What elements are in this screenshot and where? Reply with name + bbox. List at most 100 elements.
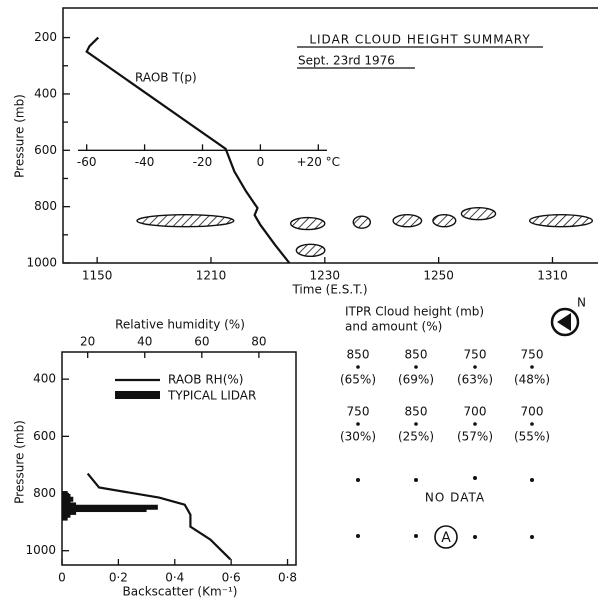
x-axis-label: Time (E.S.T.)	[291, 283, 367, 297]
series-label: RAOB T(p)	[135, 71, 197, 85]
lidar-bar	[62, 493, 71, 499]
legend-label: RAOB RH(%)	[168, 373, 243, 387]
y-tick-label: 800	[33, 486, 56, 500]
cloud	[432, 214, 457, 228]
station-dot	[530, 478, 534, 482]
t-tick-label: -20	[193, 155, 213, 169]
y-tick-label: 600	[34, 143, 57, 157]
y-tick-label: 600	[33, 429, 56, 443]
cloud	[295, 243, 326, 258]
x2-tick-label: 80	[251, 335, 266, 349]
itpr-dot	[414, 365, 418, 369]
y-axis-label: Pressure (mb)	[13, 420, 27, 504]
itpr-amount: (55%)	[514, 430, 550, 444]
station-dot	[356, 534, 360, 538]
itpr-dot	[473, 365, 477, 369]
itpr-height: 750	[464, 348, 487, 362]
x2-tick-label: 40	[137, 335, 152, 349]
legend-label: TYPICAL LIDAR	[167, 389, 256, 403]
itpr-amount: (48%)	[514, 373, 550, 387]
itpr-dot	[356, 422, 360, 426]
axis-frame	[61, 351, 297, 566]
x-tick-label: 1310	[537, 269, 568, 283]
t-tick-label: -40	[135, 155, 155, 169]
itpr-height: 850	[405, 348, 428, 362]
x-tick-label: 0·4	[165, 571, 184, 585]
itpr-height: 700	[464, 405, 487, 419]
itpr-dot	[473, 422, 477, 426]
y-tick-label: 1000	[25, 543, 56, 557]
x-tick-label: 0	[58, 571, 66, 585]
compass-label: N	[577, 296, 586, 310]
station-dot	[414, 534, 418, 538]
itpr-dot	[530, 422, 534, 426]
rh-curve	[86, 472, 232, 561]
x2-tick-label: 60	[194, 335, 209, 349]
chart-subtitle: Sept. 23rd 1976	[298, 54, 395, 68]
itpr-amount: (25%)	[398, 430, 434, 444]
x-tick-label: 1230	[310, 269, 341, 283]
cloud	[289, 216, 326, 231]
lidar-bar	[62, 515, 68, 521]
lidar-bar	[62, 491, 68, 497]
y-tick-label: 400	[34, 86, 57, 100]
itpr-height: 700	[521, 405, 544, 419]
itpr-title: and amount (%)	[345, 320, 442, 334]
station-dot	[473, 476, 477, 480]
x2-tick-label: 20	[80, 335, 95, 349]
axis-frame	[62, 7, 598, 264]
temperature-curve	[85, 36, 291, 264]
lidar-bar	[62, 512, 71, 518]
itpr-height: 850	[347, 348, 370, 362]
y-tick-label: 1000	[26, 256, 57, 270]
itpr-dot	[530, 365, 534, 369]
y-tick-label: 400	[33, 372, 56, 386]
y-tick-label: 800	[34, 199, 57, 213]
legend-swatch	[115, 391, 160, 399]
cloud	[352, 215, 372, 229]
itpr-height: 750	[521, 348, 544, 362]
y-tick-label: 200	[34, 30, 57, 44]
itpr-amount: (30%)	[340, 430, 376, 444]
cloud	[529, 214, 594, 228]
itpr-amount: (69%)	[398, 373, 434, 387]
x-tick-label: 0·8	[278, 571, 297, 585]
marker-label: A	[441, 530, 451, 546]
compass-arrow	[557, 313, 571, 331]
t-tick-label: -60	[77, 155, 97, 169]
cloud	[136, 214, 235, 228]
station-dot	[530, 535, 534, 539]
itpr-amount: (57%)	[457, 430, 493, 444]
lidar-bar	[62, 496, 74, 502]
marker-circle	[434, 525, 458, 549]
x-axis-label: Backscatter (Km⁻¹)	[123, 585, 238, 599]
station-dot	[473, 535, 477, 539]
t-tick-label: 0	[257, 155, 265, 169]
x-tick-label: 1150	[82, 269, 113, 283]
t-tick-label: +20 °C	[297, 155, 341, 169]
x-tick-label: 1210	[196, 269, 227, 283]
itpr-height: 850	[405, 405, 428, 419]
itpr-height: 750	[347, 405, 370, 419]
itpr-amount: (63%)	[457, 373, 493, 387]
x-tick-label: 0·2	[109, 571, 128, 585]
itpr-title: ITPR Cloud height (mb)	[345, 305, 484, 319]
cloud	[460, 206, 497, 221]
x-tick-label: 0·6	[222, 571, 241, 585]
itpr-amount: (65%)	[340, 373, 376, 387]
lidar-bar	[62, 509, 77, 515]
lidar-bar	[62, 499, 71, 505]
compass	[550, 307, 580, 337]
cloud	[392, 214, 423, 228]
top-axis-label: Relative humidity (%)	[115, 318, 245, 332]
lidar-bar	[62, 507, 147, 513]
y-axis-label: Pressure (mb)	[13, 94, 27, 178]
station-dot	[414, 478, 418, 482]
itpr-dot	[356, 365, 360, 369]
no-data: NO DATA	[425, 491, 485, 505]
station-dot	[356, 478, 360, 482]
itpr-dot	[414, 422, 418, 426]
chart-title: LIDAR CLOUD HEIGHT SUMMARY	[309, 33, 530, 47]
